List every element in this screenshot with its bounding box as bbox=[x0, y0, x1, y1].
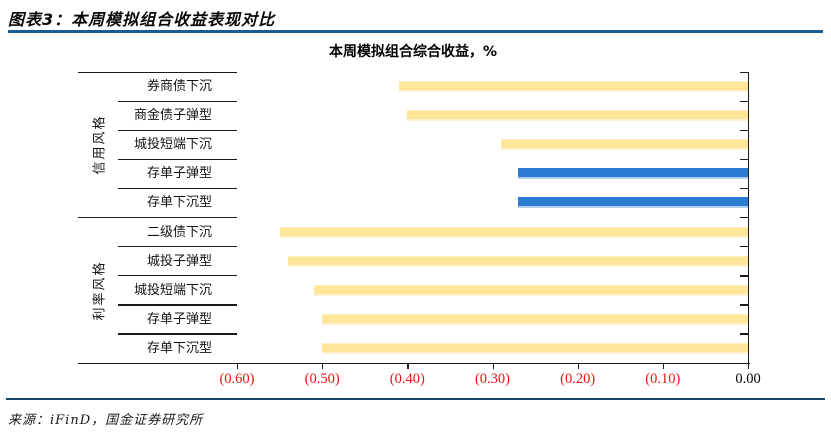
bar bbox=[398, 81, 748, 93]
category-label: 二级债下沉 bbox=[146, 224, 212, 240]
category-separator-line bbox=[118, 333, 237, 335]
x-axis-tick bbox=[322, 364, 324, 369]
category-separator-line bbox=[118, 187, 237, 190]
zero-axis-tick bbox=[740, 304, 748, 306]
category-separator-line bbox=[118, 129, 237, 131]
x-axis-tick-label: (0.50) bbox=[304, 371, 340, 387]
group-separator-line bbox=[78, 71, 237, 73]
x-axis-tick-label: 0.00 bbox=[735, 371, 761, 387]
bar bbox=[313, 284, 748, 296]
zero-axis-tick bbox=[740, 100, 748, 102]
category-label: 城投短端下沉 bbox=[133, 282, 212, 298]
category-separator-line bbox=[118, 100, 237, 102]
x-axis-tick bbox=[662, 364, 665, 369]
zero-axis-tick bbox=[740, 129, 748, 132]
zero-axis-tick bbox=[740, 187, 748, 190]
group-label: 利率风格 bbox=[78, 218, 118, 364]
category-label: 存单下沉型 bbox=[146, 195, 212, 211]
bar bbox=[322, 342, 748, 354]
zero-axis-tick bbox=[740, 275, 748, 277]
group-separator-line bbox=[78, 217, 237, 219]
x-axis-tick-label: (0.20) bbox=[560, 371, 596, 387]
bar bbox=[518, 197, 748, 209]
x-axis-line bbox=[78, 362, 750, 364]
x-axis-tick bbox=[237, 364, 239, 369]
bar bbox=[501, 139, 748, 151]
zero-axis-tick bbox=[740, 217, 748, 219]
bar bbox=[288, 255, 748, 267]
zero-axis-tick bbox=[740, 246, 748, 248]
category-label: 券商债下沉 bbox=[146, 79, 212, 94]
x-axis-tick bbox=[407, 364, 409, 369]
category-separator-line bbox=[118, 304, 237, 306]
zero-axis-tick bbox=[740, 158, 748, 161]
bar bbox=[279, 226, 748, 238]
chart-title: 本周模拟组合综合收益，% bbox=[328, 44, 498, 60]
category-label: 商金债子弹型 bbox=[133, 108, 212, 124]
page-title: 图表3：本周模拟组合收益表现对比 bbox=[8, 10, 276, 29]
group-label-text: 信用风格 bbox=[92, 114, 108, 175]
zero-axis-tick bbox=[740, 71, 748, 73]
category-label: 城投子弹型 bbox=[146, 253, 212, 269]
x-axis-tick bbox=[492, 364, 494, 369]
x-axis-tick-label: (0.10) bbox=[645, 371, 681, 387]
x-axis-tick-label: (0.30) bbox=[474, 371, 511, 387]
x-axis-tick-label: (0.40) bbox=[389, 371, 425, 387]
category-separator-line bbox=[118, 158, 237, 161]
category-separator-line bbox=[118, 246, 237, 248]
x-axis-tick-label: (0.60) bbox=[219, 371, 255, 387]
category-label: 存单下沉型 bbox=[146, 340, 212, 356]
zero-axis-line bbox=[747, 72, 749, 363]
bar bbox=[518, 168, 748, 180]
title-divider-line bbox=[8, 30, 823, 33]
x-axis-tick bbox=[577, 364, 579, 369]
x-axis-tick bbox=[748, 364, 750, 369]
source-note: 来源：iFinD，国金证券研究所 bbox=[8, 413, 204, 428]
category-label: 存单子弹型 bbox=[146, 166, 212, 182]
category-separator-line bbox=[118, 275, 237, 277]
category-label: 城投短端下沉 bbox=[133, 137, 212, 153]
bar bbox=[407, 110, 748, 122]
group-label: 信用风格 bbox=[78, 72, 118, 218]
group-label-text: 利率风格 bbox=[92, 260, 108, 321]
zero-axis-tick bbox=[740, 333, 748, 335]
category-label: 存单子弹型 bbox=[146, 311, 212, 327]
bar bbox=[322, 313, 748, 325]
footer-divider-line bbox=[6, 398, 825, 400]
